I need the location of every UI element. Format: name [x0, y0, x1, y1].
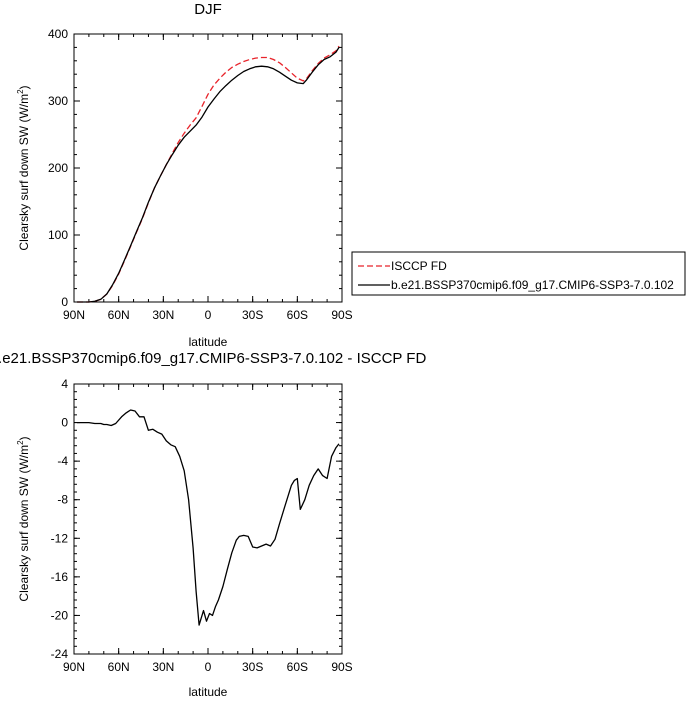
top-y-axis-label: Clearsky surf down SW (W/m2): [16, 85, 31, 250]
bottom-x-ticks: 90N 60N 30N 0 30S 60S 90S: [63, 384, 353, 674]
bottom-y-tick-label: -4: [57, 454, 68, 468]
bottom-y-axis-label: Clearsky surf down SW (W/m2): [16, 436, 31, 601]
bottom-series-line-0: [77, 409, 340, 626]
bottom-x-tick-label: 60S: [287, 660, 308, 674]
top-y-label-end: ): [17, 85, 31, 89]
top-y-tick-label: 400: [48, 27, 68, 41]
top-x-tick-label: 60S: [287, 308, 308, 322]
bottom-x-tick-label: 60N: [108, 660, 130, 674]
bottom-series-lines: [77, 409, 340, 626]
legend-label-model: b.e21.BSSP370cmip6.f09_g17.CMIP6-SSP3-7.…: [391, 278, 674, 292]
bottom-y-tick-label: 0: [61, 416, 68, 430]
top-x-tick-label: 0: [205, 308, 212, 322]
bottom-x-tick-label: 30N: [152, 660, 174, 674]
bottom-x-tick-label: 30S: [242, 660, 263, 674]
bottom-y-label-main: Clearsky surf down SW (W/m: [17, 445, 31, 602]
bottom-y-label-end: ): [17, 436, 31, 440]
top-y-label-sup: 2: [16, 89, 25, 94]
top-y-tick-label: 100: [48, 228, 68, 242]
top-series-line-0: [77, 45, 340, 303]
top-chart-title: DJF: [194, 1, 222, 18]
bottom-x-tick-label: 90N: [63, 660, 85, 674]
top-panel: DJF 0 100 200 300 400 90N 60N 30N 0 30S 60S 90S la…: [16, 1, 686, 349]
top-x-tick-label: 90N: [63, 308, 85, 322]
bottom-chart-title: b.e21.BSSP370cmip6.f09_g17.CMIP6-SSP3-7.…: [0, 350, 426, 367]
top-y-tick-label: 300: [48, 94, 68, 108]
legend-label-isccp: ISCCP FD: [391, 259, 447, 273]
top-x-ticks: 90N 60N 30N 0 30S 60S 90S: [63, 34, 353, 322]
top-y-ticks: 0 100 200 300 400: [48, 27, 342, 309]
bottom-y-tick-label: -8: [57, 493, 68, 507]
top-x-tick-label: 60N: [108, 308, 130, 322]
bottom-y-tick-label: -20: [51, 608, 69, 622]
top-x-tick-label: 30S: [242, 308, 263, 322]
bottom-x-axis-label: latitude: [189, 685, 228, 699]
top-y-label-main: Clearsky surf down SW (W/m: [17, 94, 31, 251]
bottom-y-tick-label: -24: [51, 647, 69, 661]
legend-box: [351, 251, 686, 296]
bottom-y-ticks: 4 0 -4 -8 -12 -16 -20 -24: [51, 377, 342, 661]
legend: ISCCP FD b.e21.BSSP370cmip6.f09_g17.CMIP…: [351, 251, 686, 296]
top-y-tick-label: 0: [61, 295, 68, 309]
bottom-x-tick-label: 0: [205, 660, 212, 674]
top-series-line-1: [77, 47, 340, 303]
bottom-x-tick-label: 90S: [331, 660, 352, 674]
bottom-y-label-sup: 2: [16, 440, 25, 445]
top-x-tick-label: 30N: [152, 308, 174, 322]
bottom-y-tick-label: -16: [51, 570, 69, 584]
top-plot-frame: [73, 33, 343, 303]
top-x-axis-label: latitude: [189, 335, 228, 349]
bottom-y-tick-label: -12: [51, 531, 69, 545]
top-series-lines: [77, 45, 340, 303]
bottom-panel: b.e21.BSSP370cmip6.f09_g17.CMIP6-SSP3-7.…: [0, 350, 426, 699]
top-x-tick-label: 90S: [331, 308, 352, 322]
top-y-tick-label: 200: [48, 161, 68, 175]
bottom-y-tick-label: 4: [61, 377, 68, 391]
